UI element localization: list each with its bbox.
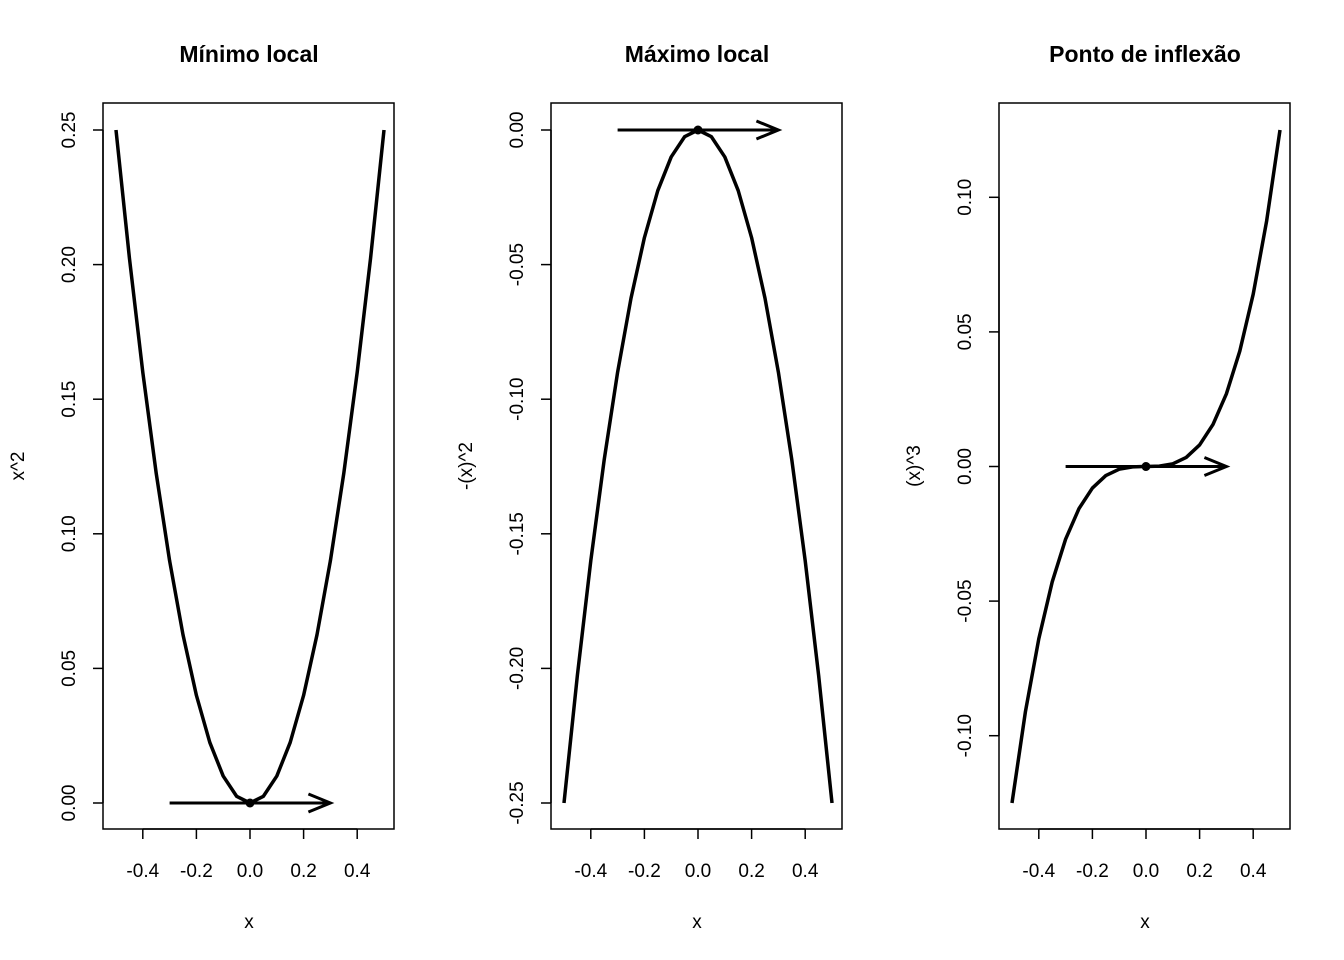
x-tick-label: -0.4 <box>1022 861 1055 882</box>
tangent-arrow-head <box>755 119 783 141</box>
series-line <box>562 128 834 804</box>
y-axis-label: (x)^3 <box>904 445 925 487</box>
y-tick-label: -0.05 <box>507 243 528 286</box>
x-tick-label: -0.4 <box>574 861 607 882</box>
x-tick-label: -0.2 <box>628 861 661 882</box>
y-tick-label: 0.20 <box>59 246 80 283</box>
y-tick-label: 0.10 <box>955 179 976 216</box>
x-tick-label: 0.2 <box>290 861 316 882</box>
y-tick-label: 0.05 <box>955 313 976 350</box>
plot-frame <box>550 102 843 830</box>
y-tick-label: 0.05 <box>59 650 80 687</box>
y-tick-label: 0.00 <box>507 112 528 149</box>
x-tick-label: 0.4 <box>344 861 371 882</box>
x-axis-label: x <box>1140 912 1150 933</box>
y-axis-label: x^2 <box>8 452 29 481</box>
critical-point <box>693 125 703 135</box>
x-tick-label: 0.2 <box>738 861 764 882</box>
y-tick-label: -0.10 <box>955 714 976 757</box>
critical-point <box>245 798 255 808</box>
y-tick-label: 0.10 <box>59 515 80 552</box>
x-tick-label: -0.2 <box>1076 861 1109 882</box>
series-line <box>114 129 386 805</box>
x-tick-label: -0.2 <box>180 861 213 882</box>
y-tick-label: 0.00 <box>59 785 80 822</box>
x-tick-label: 0.2 <box>1186 861 1212 882</box>
y-tick-label: 0.00 <box>955 448 976 485</box>
y-axis: -0.25 -0.20 -0.15 -0.10 -0.05 0.00 <box>507 112 552 825</box>
y-tick-label: -0.15 <box>507 512 528 555</box>
y-tick-label: 0.15 <box>59 381 80 418</box>
panel-maximo-local: Máximo local -0.4 -0.2 0.0 0.2 0.4 -0.25-0.2… <box>456 41 843 933</box>
x-axis: -0.4 -0.2 0.0 0.2 0.4 <box>574 828 819 882</box>
tangent-arrow-head <box>307 792 335 814</box>
y-axis: 0.00 0.05 0.10 0.15 0.20 0.25 <box>59 112 104 822</box>
y-tick-label: -0.05 <box>955 579 976 622</box>
x-axis: -0.4 -0.2 0.0 0.2 0.4 <box>1022 828 1267 882</box>
y-tick-label: 0.25 <box>59 112 80 149</box>
chart-title: Máximo local <box>625 41 769 67</box>
y-tick-label: -0.25 <box>507 781 528 824</box>
panel-minimo-local: Mínimo local -0.4 -0.2 0.0 0.2 0.4 0.000.050… <box>8 41 395 933</box>
x-tick-label: 0.0 <box>685 861 711 882</box>
plot-frame <box>102 102 395 830</box>
x-axis: -0.4 -0.2 0.0 0.2 0.4 <box>126 828 371 882</box>
tangent-arrow-head <box>1203 456 1231 477</box>
critical-point <box>1141 462 1151 471</box>
y-axis-label: -(x)^2 <box>456 442 477 490</box>
y-tick-label: -0.20 <box>507 647 528 690</box>
x-tick-label: 0.4 <box>1240 861 1267 882</box>
panel-ponto-de-inflexao: Ponto de inflexão -0.4 -0.2 0.0 0.2 0.4 -0.1… <box>904 41 1291 933</box>
y-axis: -0.10 -0.05 0.00 0.05 0.10 <box>955 179 1000 757</box>
x-axis-label: x <box>692 912 702 933</box>
x-axis-label: x <box>244 912 254 933</box>
chart-title: Mínimo local <box>179 41 318 67</box>
x-tick-label: 0.0 <box>237 861 263 882</box>
y-tick-label: -0.10 <box>507 378 528 421</box>
x-tick-label: 0.4 <box>792 861 819 882</box>
x-tick-label: 0.0 <box>1133 861 1159 882</box>
chart-title: Ponto de inflexão <box>1049 41 1241 67</box>
x-tick-label: -0.4 <box>126 861 159 882</box>
